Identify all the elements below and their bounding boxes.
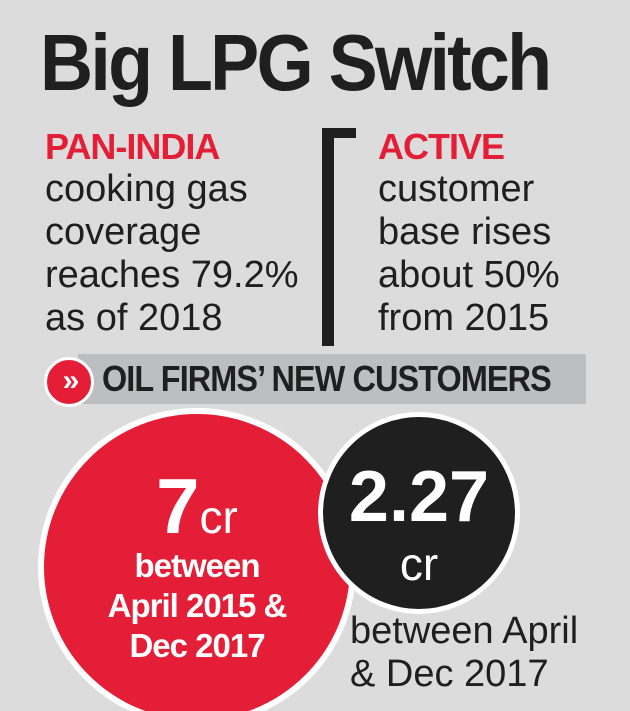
value: 7 [156,462,200,550]
text-line: between April [350,610,579,652]
active-heading: ACTIVE [378,126,505,167]
black-circle-caption: between April & Dec 2017 [350,610,578,696]
text-line: as of 2018 [45,297,223,339]
value: 2.27 [348,457,490,537]
title: Big LPG Switch [40,18,552,107]
unit: cr [399,538,439,590]
text-line: cooking gas [45,168,248,210]
text-line: coverage [45,211,202,253]
section-band [78,354,586,404]
text-line: base rises [378,211,552,253]
pan-india-heading: PAN-INDIA [45,126,220,167]
bracket-divider [322,128,356,346]
red-circle: 7cr between April 2015 & Dec 2017 [38,408,356,711]
unit: cr [199,491,238,543]
text-line: from 2015 [378,297,550,339]
active-block: ACTIVE customer base rises about 50% fro… [378,126,560,340]
text-line: about 50% [378,254,560,296]
text-line: Dec 2017 [129,627,265,664]
text-line: customer [378,168,535,210]
text-line: April 2015 & [107,587,288,624]
double-chevron-right-icon: » [44,357,94,407]
section-heading: OIL FIRMS’ NEW CUSTOMERS [102,358,552,399]
pan-india-block: PAN-INDIA cooking gas coverage reaches 7… [45,126,299,340]
black-circle: 2.27 cr [318,412,520,614]
text-line: reaches 79.2% [45,254,299,296]
text-line: & Dec 2017 [350,653,549,695]
text-line: between [134,547,260,584]
